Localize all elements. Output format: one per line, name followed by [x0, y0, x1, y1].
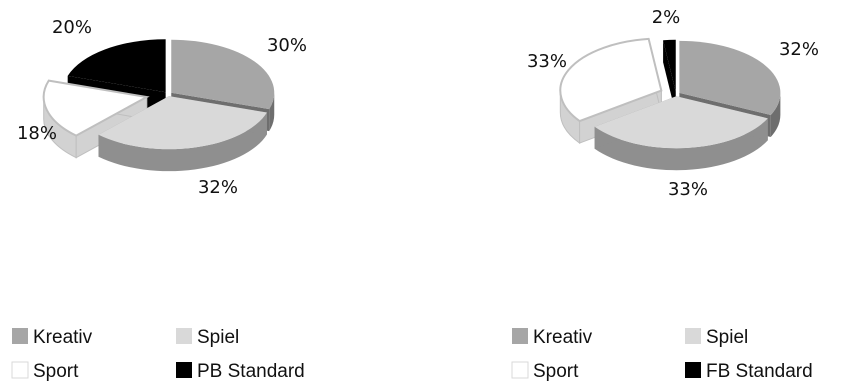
- legend-swatch-spiel: [685, 328, 701, 344]
- legend-swatch-fb-standard: [685, 362, 701, 378]
- legend-2: Kreativ Spiel Sport FB Standard: [511, 327, 813, 381]
- slice-cut-fb-standard-0: [663, 40, 676, 114]
- data-label-spiel: 33%: [668, 179, 708, 200]
- legend-label-spiel: Spiel: [706, 327, 748, 348]
- legend-swatch-pb-standard: [176, 362, 192, 378]
- data-label-spiel: 32%: [198, 177, 238, 198]
- legend-swatch-kreativ: [512, 328, 528, 344]
- legend-label-spiel: Spiel: [197, 327, 239, 348]
- pie-chart-2: 32% 33% 33% 2% Kreativ Spiel Sport FB Standard: [511, 7, 819, 381]
- legend-label-kreativ: Kreativ: [533, 327, 593, 348]
- slice-kreativ: [171, 39, 275, 110]
- legend-swatch-sport: [511, 361, 529, 379]
- slice-side-kreativ: [269, 92, 275, 132]
- slice-spiel: [98, 96, 267, 150]
- data-label-kreativ: 32%: [779, 39, 819, 60]
- slice-spiel: [594, 96, 768, 149]
- legend-swatch-sport: [11, 361, 29, 379]
- slice-kreativ: [679, 40, 781, 115]
- slice-side-spiel: [98, 112, 267, 172]
- slice-side-kreativ: [770, 92, 781, 137]
- legend-swatch-kreativ: [12, 328, 28, 344]
- data-label-pb-standard: 20%: [52, 17, 92, 38]
- legend-1: Kreativ Spiel Sport PB Standard: [11, 327, 305, 381]
- legend-label-pb-standard: PB Standard: [197, 361, 305, 381]
- slice-sport: [42, 79, 150, 137]
- legend-label-sport: Sport: [33, 361, 79, 381]
- slice-side-spiel: [594, 118, 768, 171]
- slice-fb-standard: [663, 39, 676, 92]
- legend-label-kreativ: Kreativ: [33, 327, 93, 348]
- data-label-fb-standard: 2%: [652, 7, 681, 28]
- slice-sport: [559, 37, 663, 123]
- data-label-sport: 18%: [17, 123, 57, 144]
- legend-label-fb-standard: FB Standard: [706, 361, 813, 381]
- slice-pb-standard: [67, 39, 166, 93]
- legend-swatch-spiel: [176, 328, 192, 344]
- legend-label-sport: Sport: [533, 361, 579, 381]
- pie-chart-1: 30% 32% 18% 20% Kreativ Spiel Sport PB Standard: [11, 17, 307, 381]
- data-label-sport: 33%: [527, 51, 567, 72]
- data-label-kreativ: 30%: [267, 35, 307, 56]
